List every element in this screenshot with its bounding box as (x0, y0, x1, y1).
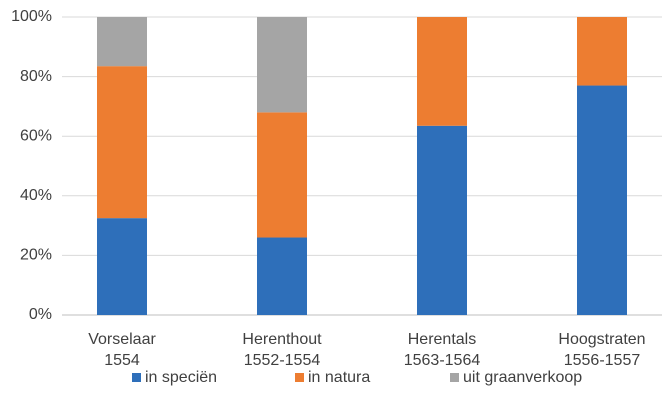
legend-label: uit graanverkoop (463, 369, 582, 386)
bar-segment (97, 17, 147, 67)
y-tick-label: 100% (11, 8, 52, 25)
x-tick-label: Herentals (408, 331, 476, 348)
bar-segment (257, 112, 307, 238)
legend-swatch (450, 373, 459, 382)
bar-segment (417, 17, 467, 126)
bar-segment (417, 125, 467, 316)
bar-segment (97, 218, 147, 315)
y-tick-label: 0% (29, 306, 52, 323)
legend-label: in speciën (145, 369, 217, 386)
y-tick-label: 20% (20, 247, 52, 264)
x-tick-label: 1563-1564 (404, 352, 481, 369)
bar-segment (577, 85, 627, 315)
bar-segment (257, 237, 307, 315)
x-tick-label: Hoogstraten (558, 331, 645, 348)
y-tick-label: 80% (20, 68, 52, 85)
bar-segment (577, 17, 627, 86)
x-tick-label: Vorselaar (88, 331, 156, 348)
x-tick-label: Herenthout (242, 331, 322, 348)
bar-segment (257, 17, 307, 113)
legend-swatch (132, 373, 141, 382)
bar-segment (97, 66, 147, 219)
x-tick-label: 1554 (104, 352, 140, 369)
y-tick-label: 60% (20, 127, 52, 144)
x-tick-label: 1556-1557 (564, 352, 641, 369)
x-tick-label: 1552-1554 (244, 352, 321, 369)
y-tick-label: 40% (20, 187, 52, 204)
legend-swatch (295, 373, 304, 382)
legend-label: in natura (308, 369, 370, 386)
